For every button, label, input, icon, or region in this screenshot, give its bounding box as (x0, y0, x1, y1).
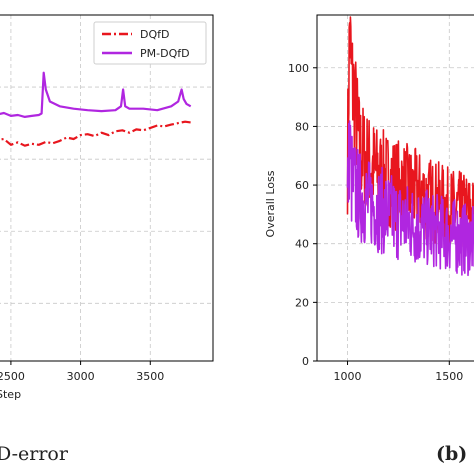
panel-a-x-axis-label: Step (0, 388, 21, 401)
panel-a: 2500 3000 3500 Step DQfD PM-DQfD D-error (0, 14, 214, 465)
panel-b-tag: (b) (436, 443, 467, 465)
series-line-dqfd (0, 120, 193, 147)
panel-b-y-tick-label: 100 (288, 62, 309, 75)
panel-a-series (0, 71, 193, 147)
panel-a-grid (0, 15, 213, 361)
loss-series-purple (346, 120, 474, 277)
panel-b-y-tick-label: 40 (295, 238, 309, 251)
panel-a-x-tick-label: 3500 (136, 370, 164, 383)
panel-a-x-tick-label: 3000 (67, 370, 95, 383)
panel-b-y-tick-label: 0 (302, 355, 309, 368)
panel-b-x-tick-label: 1000 (334, 370, 362, 383)
panel-b-ticks: 1000 1500 0 20 40 60 80 100 (288, 62, 463, 383)
panel-a-frame (0, 14, 214, 362)
panel-b-series (346, 16, 474, 277)
loss-series-red (346, 16, 474, 250)
panel-a-caption: D-error (0, 443, 69, 465)
panel-b-frame (316, 14, 474, 362)
series-line-pm-dqfd (0, 71, 192, 119)
panel-b-y-tick-label: 80 (295, 120, 309, 133)
panel-b-y-axis-label: Overall Loss (264, 170, 277, 237)
panel-b-x-tick-label: 1500 (435, 370, 463, 383)
panel-a-x-tick-label: 2500 (0, 370, 25, 383)
panel-b-y-tick-label: 20 (295, 296, 309, 309)
panel-a-ticks: 2500 3000 3500 (0, 361, 164, 383)
legend-label-pm-dqfd: PM-DQfD (140, 47, 190, 60)
panel-b: 1000 1500 0 20 40 60 80 100 Overall Loss (b) (264, 14, 474, 465)
legend-label-dqfd: DQfD (140, 28, 169, 41)
legend: DQfD PM-DQfD (93, 21, 207, 65)
panel-b-y-tick-label: 60 (295, 179, 309, 192)
